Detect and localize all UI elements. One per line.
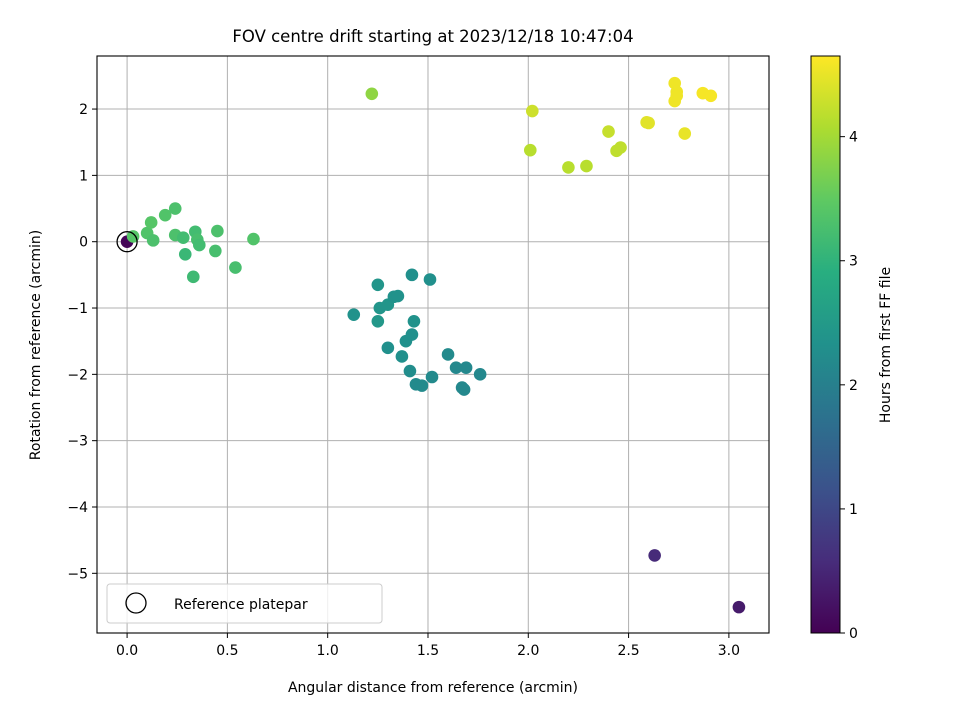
data-point (405, 328, 419, 341)
data-point (211, 224, 224, 238)
x-tick-label: 0.0 (116, 643, 138, 659)
x-axis-label: Angular distance from reference (arcmin) (288, 680, 578, 696)
reference-point-marker (116, 231, 138, 253)
data-point (365, 87, 379, 101)
colorbar-ticks: 0 1 2 3 4 (840, 130, 858, 642)
x-tick-label: 2.5 (617, 643, 639, 659)
chart-title: FOV centre drift starting at 2023/12/18 … (232, 27, 633, 46)
data-point (395, 350, 409, 363)
y-tick-label: −5 (67, 566, 88, 582)
data-point (158, 208, 172, 222)
reference-marker (116, 231, 138, 253)
grid-lines (97, 56, 769, 633)
data-point (459, 361, 473, 375)
data-point (457, 383, 471, 396)
data-point (704, 89, 718, 103)
data-point (670, 89, 684, 103)
data-point (425, 370, 439, 384)
data-point (403, 364, 417, 378)
data-point (525, 104, 539, 118)
data-point (473, 368, 487, 381)
data-point (580, 159, 593, 173)
legend-box (106, 583, 383, 624)
data-point (193, 238, 206, 252)
y-tick-label: 1 (79, 168, 88, 184)
data-point (371, 278, 385, 292)
data-point (347, 308, 361, 321)
data-point (602, 125, 615, 138)
data-point (209, 244, 222, 258)
x-tick-label: 2.0 (517, 643, 539, 659)
data-point (678, 127, 692, 140)
y-axis-label: Rotation from reference (arcmin) (28, 230, 44, 460)
y-tick-label: −2 (67, 367, 88, 383)
x-tick-label: 3.0 (718, 643, 740, 659)
colorbar-tick-label: 3 (849, 254, 858, 270)
data-points (120, 76, 746, 614)
data-point (405, 268, 419, 282)
data-point (186, 270, 200, 284)
colorbar-tick-label: 1 (849, 502, 858, 518)
legend-marker-icon (125, 592, 147, 614)
data-point (407, 314, 421, 328)
data-point (562, 161, 575, 174)
colorbar (810, 55, 841, 634)
y-tick-label: 2 (79, 102, 88, 118)
data-point (381, 341, 395, 355)
colorbar-tick-label: 4 (849, 130, 858, 146)
data-point (146, 234, 160, 247)
x-tick-label: 0.5 (216, 643, 238, 659)
data-point (523, 143, 537, 157)
x-axis-ticks: 0.0 0.5 1.0 1.5 2.0 2.5 3.0 (116, 633, 740, 659)
data-point (176, 231, 190, 245)
data-point (144, 216, 158, 229)
legend: Reference platepar (106, 583, 383, 624)
data-point (229, 261, 242, 274)
colorbar-label: Hours from first FF file (878, 267, 894, 423)
colorbar-tick-label: 0 (849, 626, 858, 642)
data-point (614, 141, 627, 154)
data-point (642, 116, 655, 130)
data-point (441, 348, 455, 361)
y-tick-label: −4 (67, 500, 88, 516)
data-point (391, 289, 405, 303)
legend-entry-reference: Reference platepar (174, 597, 308, 613)
x-tick-label: 1.0 (317, 643, 339, 659)
data-point (247, 232, 260, 246)
y-tick-label: −1 (67, 301, 88, 317)
y-tick-label: −3 (67, 434, 88, 450)
y-axis-ticks: −5 −4 −3 −2 −1 0 1 2 (67, 102, 97, 582)
plot-frame (96, 55, 770, 634)
y-tick-label: 0 (79, 235, 88, 251)
data-point (371, 314, 385, 328)
data-point (732, 600, 746, 614)
data-point (648, 549, 661, 562)
data-point (178, 248, 192, 261)
colorbar-tick-label: 2 (849, 378, 858, 394)
data-point (423, 273, 437, 286)
data-point (415, 379, 429, 392)
data-point (449, 361, 463, 375)
x-tick-label: 1.5 (417, 643, 439, 659)
data-point (168, 202, 182, 215)
